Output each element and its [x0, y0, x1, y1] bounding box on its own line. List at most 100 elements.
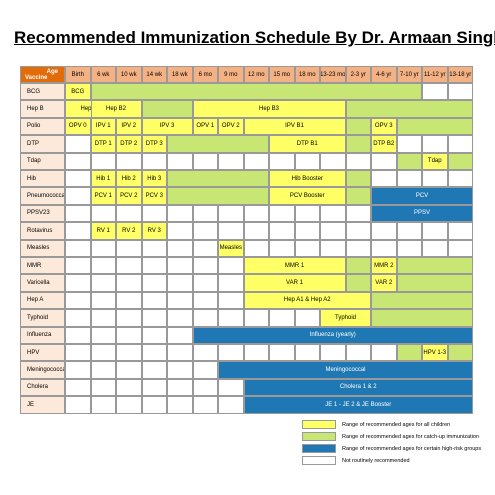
schedule-cell [371, 152, 397, 170]
schedule-cell [141, 344, 167, 362]
schedule-range-bar [345, 170, 371, 188]
schedule-cell [218, 204, 244, 223]
schedule-cell [320, 239, 346, 257]
schedule-cell [243, 204, 269, 223]
schedule-cell [65, 309, 91, 327]
schedule-cell [167, 152, 193, 170]
schedule-cell [218, 396, 244, 414]
schedule-cell [167, 204, 193, 223]
column-header: 10 wk [116, 66, 142, 83]
schedule-cell [294, 222, 320, 240]
schedule-cell [65, 326, 91, 344]
schedule-cell [167, 309, 193, 327]
schedule-cell [141, 309, 167, 327]
schedule-cell [167, 361, 193, 379]
schedule-range-bar [396, 274, 473, 292]
vaccine-label: BCG [20, 83, 65, 101]
column-header: Birth [65, 66, 91, 83]
schedule-cell [90, 257, 116, 275]
schedule-range-bar: Hib 1 [90, 170, 116, 188]
legend-swatch [302, 456, 336, 465]
schedule-cell [192, 152, 218, 170]
schedule-cell [167, 291, 193, 310]
schedule-range-bar [345, 135, 371, 153]
schedule-range-bar: MMR 1 [243, 257, 346, 275]
schedule-range-bar: VAR 1 [243, 274, 346, 292]
schedule-cell [192, 274, 218, 292]
column-header: 13-23 mo [320, 66, 346, 83]
schedule-cell [167, 257, 193, 275]
schedule-range-bar: Hep A1 & Hep A2 [243, 291, 371, 310]
schedule-cell [116, 204, 142, 223]
schedule-range-bar [371, 309, 473, 327]
schedule-cell [90, 361, 116, 379]
column-header: 18 mo [294, 66, 320, 83]
schedule-range-bar: Cholera 1 & 2 [243, 378, 473, 397]
schedule-cell [116, 274, 142, 292]
schedule-range-bar: Meningococcal [218, 361, 473, 379]
schedule-cell [65, 239, 91, 257]
schedule-cell [294, 239, 320, 257]
schedule-cell [192, 257, 218, 275]
schedule-cell [345, 344, 371, 362]
schedule-cell [243, 309, 269, 327]
schedule-cell [294, 309, 320, 327]
schedule-cell [65, 344, 91, 362]
schedule-range-bar: RV 1 [90, 222, 116, 240]
schedule-cell [141, 378, 167, 397]
schedule-cell [269, 344, 295, 362]
column-header: 4-6 yr [371, 66, 397, 83]
schedule-range-bar [345, 117, 371, 136]
schedule-cell [320, 152, 346, 170]
schedule-range-bar: Hep B3 [192, 100, 346, 118]
schedule-range-bar: BCG [65, 83, 91, 101]
schedule-cell [218, 257, 244, 275]
schedule-range-bar [396, 117, 473, 136]
schedule-range-bar: DTP B1 [269, 135, 346, 153]
schedule-cell [218, 344, 244, 362]
schedule-cell [447, 83, 473, 101]
schedule-cell [294, 204, 320, 223]
schedule-range-bar: Typhoid [320, 309, 371, 327]
schedule-cell [90, 378, 116, 397]
vaccine-label: Hep B [20, 100, 65, 118]
schedule-cell [447, 239, 473, 257]
schedule-cell [218, 222, 244, 240]
schedule-cell [422, 83, 448, 101]
schedule-cell [65, 152, 91, 170]
schedule-cell [192, 361, 218, 379]
legend-item: Not routinely recommended [302, 455, 410, 466]
vaccine-label: HPV [20, 344, 65, 362]
schedule-cell [269, 152, 295, 170]
schedule-cell [320, 204, 346, 223]
schedule-cell [192, 344, 218, 362]
schedule-range-bar [345, 187, 371, 205]
column-header: 2-3 yr [345, 66, 371, 83]
schedule-range-bar [396, 344, 422, 362]
schedule-range-bar: PCV Booster [269, 187, 346, 205]
schedule-cell [243, 239, 269, 257]
schedule-cell [116, 396, 142, 414]
schedule-range-bar: HPV 1-3 [422, 344, 448, 362]
column-header: 15 mo [269, 66, 295, 83]
schedule-range-bar: DTP 2 [116, 135, 142, 153]
schedule-cell [116, 309, 142, 327]
schedule-cell [90, 291, 116, 310]
schedule-cell [192, 222, 218, 240]
schedule-range-bar: Measles [218, 239, 244, 257]
schedule-cell [90, 309, 116, 327]
schedule-cell [218, 378, 244, 397]
schedule-cell [192, 396, 218, 414]
schedule-cell [141, 361, 167, 379]
schedule-range-bar [167, 135, 269, 153]
schedule-cell [116, 291, 142, 310]
schedule-range-bar: Hib 3 [141, 170, 167, 188]
schedule-range-bar: OPV 2 [218, 117, 244, 136]
schedule-cell [116, 326, 142, 344]
schedule-cell [447, 170, 473, 188]
schedule-cell [167, 222, 193, 240]
schedule-range-bar: IPV 2 [116, 117, 142, 136]
schedule-cell [243, 152, 269, 170]
vaccine-label: JE [20, 396, 65, 414]
vaccine-label: Influenza [20, 326, 65, 344]
